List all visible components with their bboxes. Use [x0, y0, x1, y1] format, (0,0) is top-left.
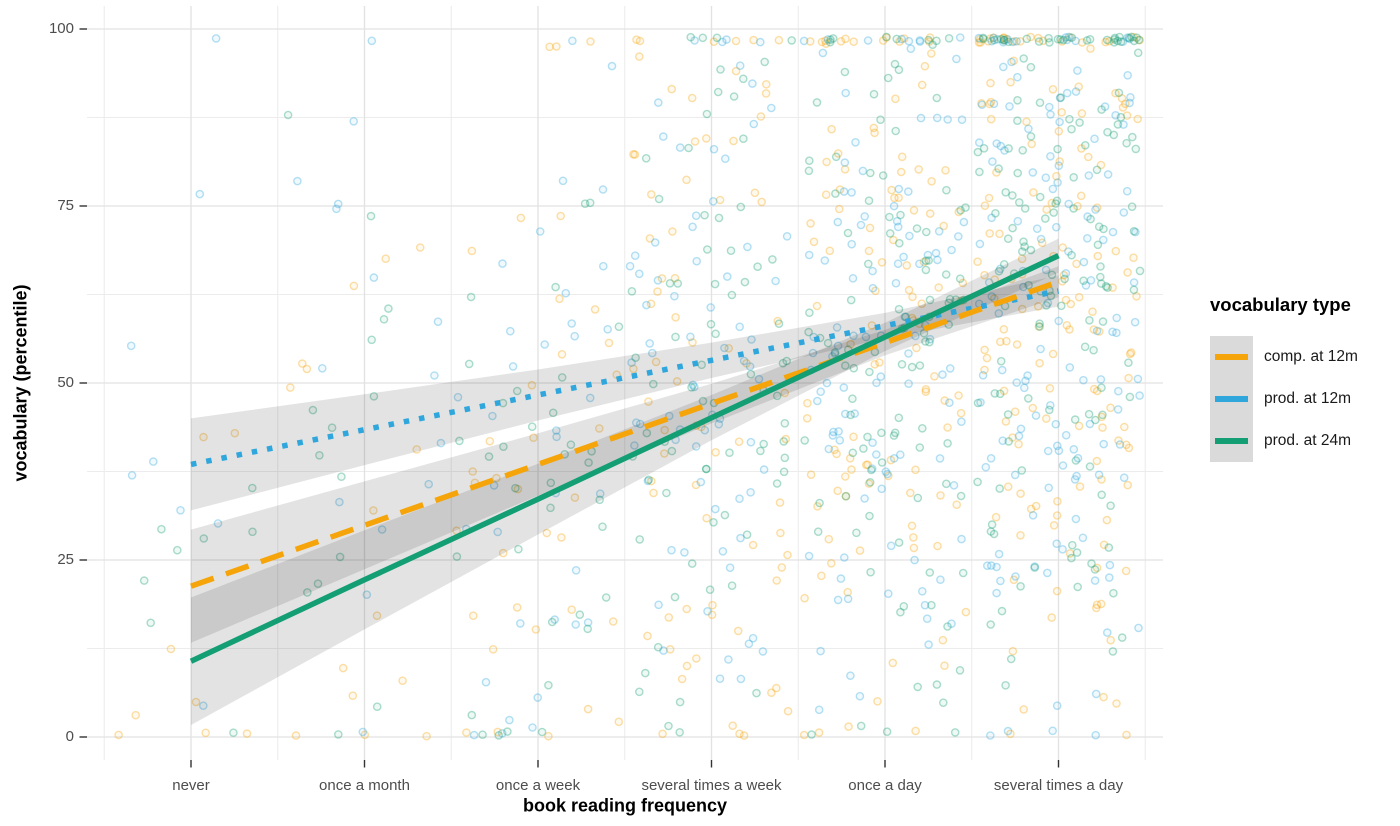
- legend-title: vocabulary type: [1210, 294, 1351, 315]
- x-tick-label-2: once a week: [495, 777, 581, 794]
- y-tick-label-25: 25: [57, 551, 74, 568]
- legend-key-line-dotted: [1215, 396, 1248, 402]
- legend-key-swatch: [1210, 378, 1253, 420]
- legend-key-line-solid: [1215, 438, 1248, 444]
- axis-tick-marks: [79, 28, 1060, 768]
- legend-key-line-dashed: [1215, 354, 1248, 360]
- legend-key-swatch: [1210, 336, 1253, 378]
- y-tick-label-50: 50: [57, 374, 74, 391]
- legend-item-comp-at-12m: comp. at 12m: [1210, 336, 1395, 378]
- fit-line-comp-at-12m: [190, 279, 1060, 589]
- legend-label: comp. at 12m: [1264, 348, 1358, 365]
- scatter-points-prod-at-24m: [139, 32, 1145, 740]
- x-axis-title: book reading frequency: [522, 795, 728, 816]
- legend: vocabulary type comp. at 12m prod. at 12m…: [1210, 294, 1395, 462]
- x-tick-label-1: once a month: [319, 777, 410, 794]
- legend-item-prod-at-24m: prod. at 24m: [1210, 420, 1395, 462]
- legend-item-prod-at-12m: prod. at 12m: [1210, 378, 1395, 420]
- ribbon-prod-at-12m: [191, 275, 1059, 511]
- y-tick-label-100: 100: [48, 20, 74, 37]
- x-tick-label-0: never: [172, 777, 210, 794]
- fit-line-prod-at-24m: [189, 253, 1060, 664]
- x-tick-label-4: once a day: [848, 777, 922, 794]
- legend-label: prod. at 24m: [1264, 432, 1352, 449]
- y-tick-label-0: 0: [65, 728, 74, 745]
- scatter-points-prod-at-12m: [126, 32, 1144, 740]
- y-tick-label-75: 75: [57, 197, 74, 214]
- x-tick-label-5: several times a day: [993, 777, 1124, 794]
- legend-label: prod. at 12m: [1264, 390, 1352, 407]
- legend-key-swatch: [1210, 420, 1253, 462]
- fit-lines: [189, 253, 1060, 664]
- legend-items: comp. at 12m prod. at 12m prod. at 24m: [1210, 336, 1395, 462]
- x-tick-label-3: several times a week: [641, 777, 782, 794]
